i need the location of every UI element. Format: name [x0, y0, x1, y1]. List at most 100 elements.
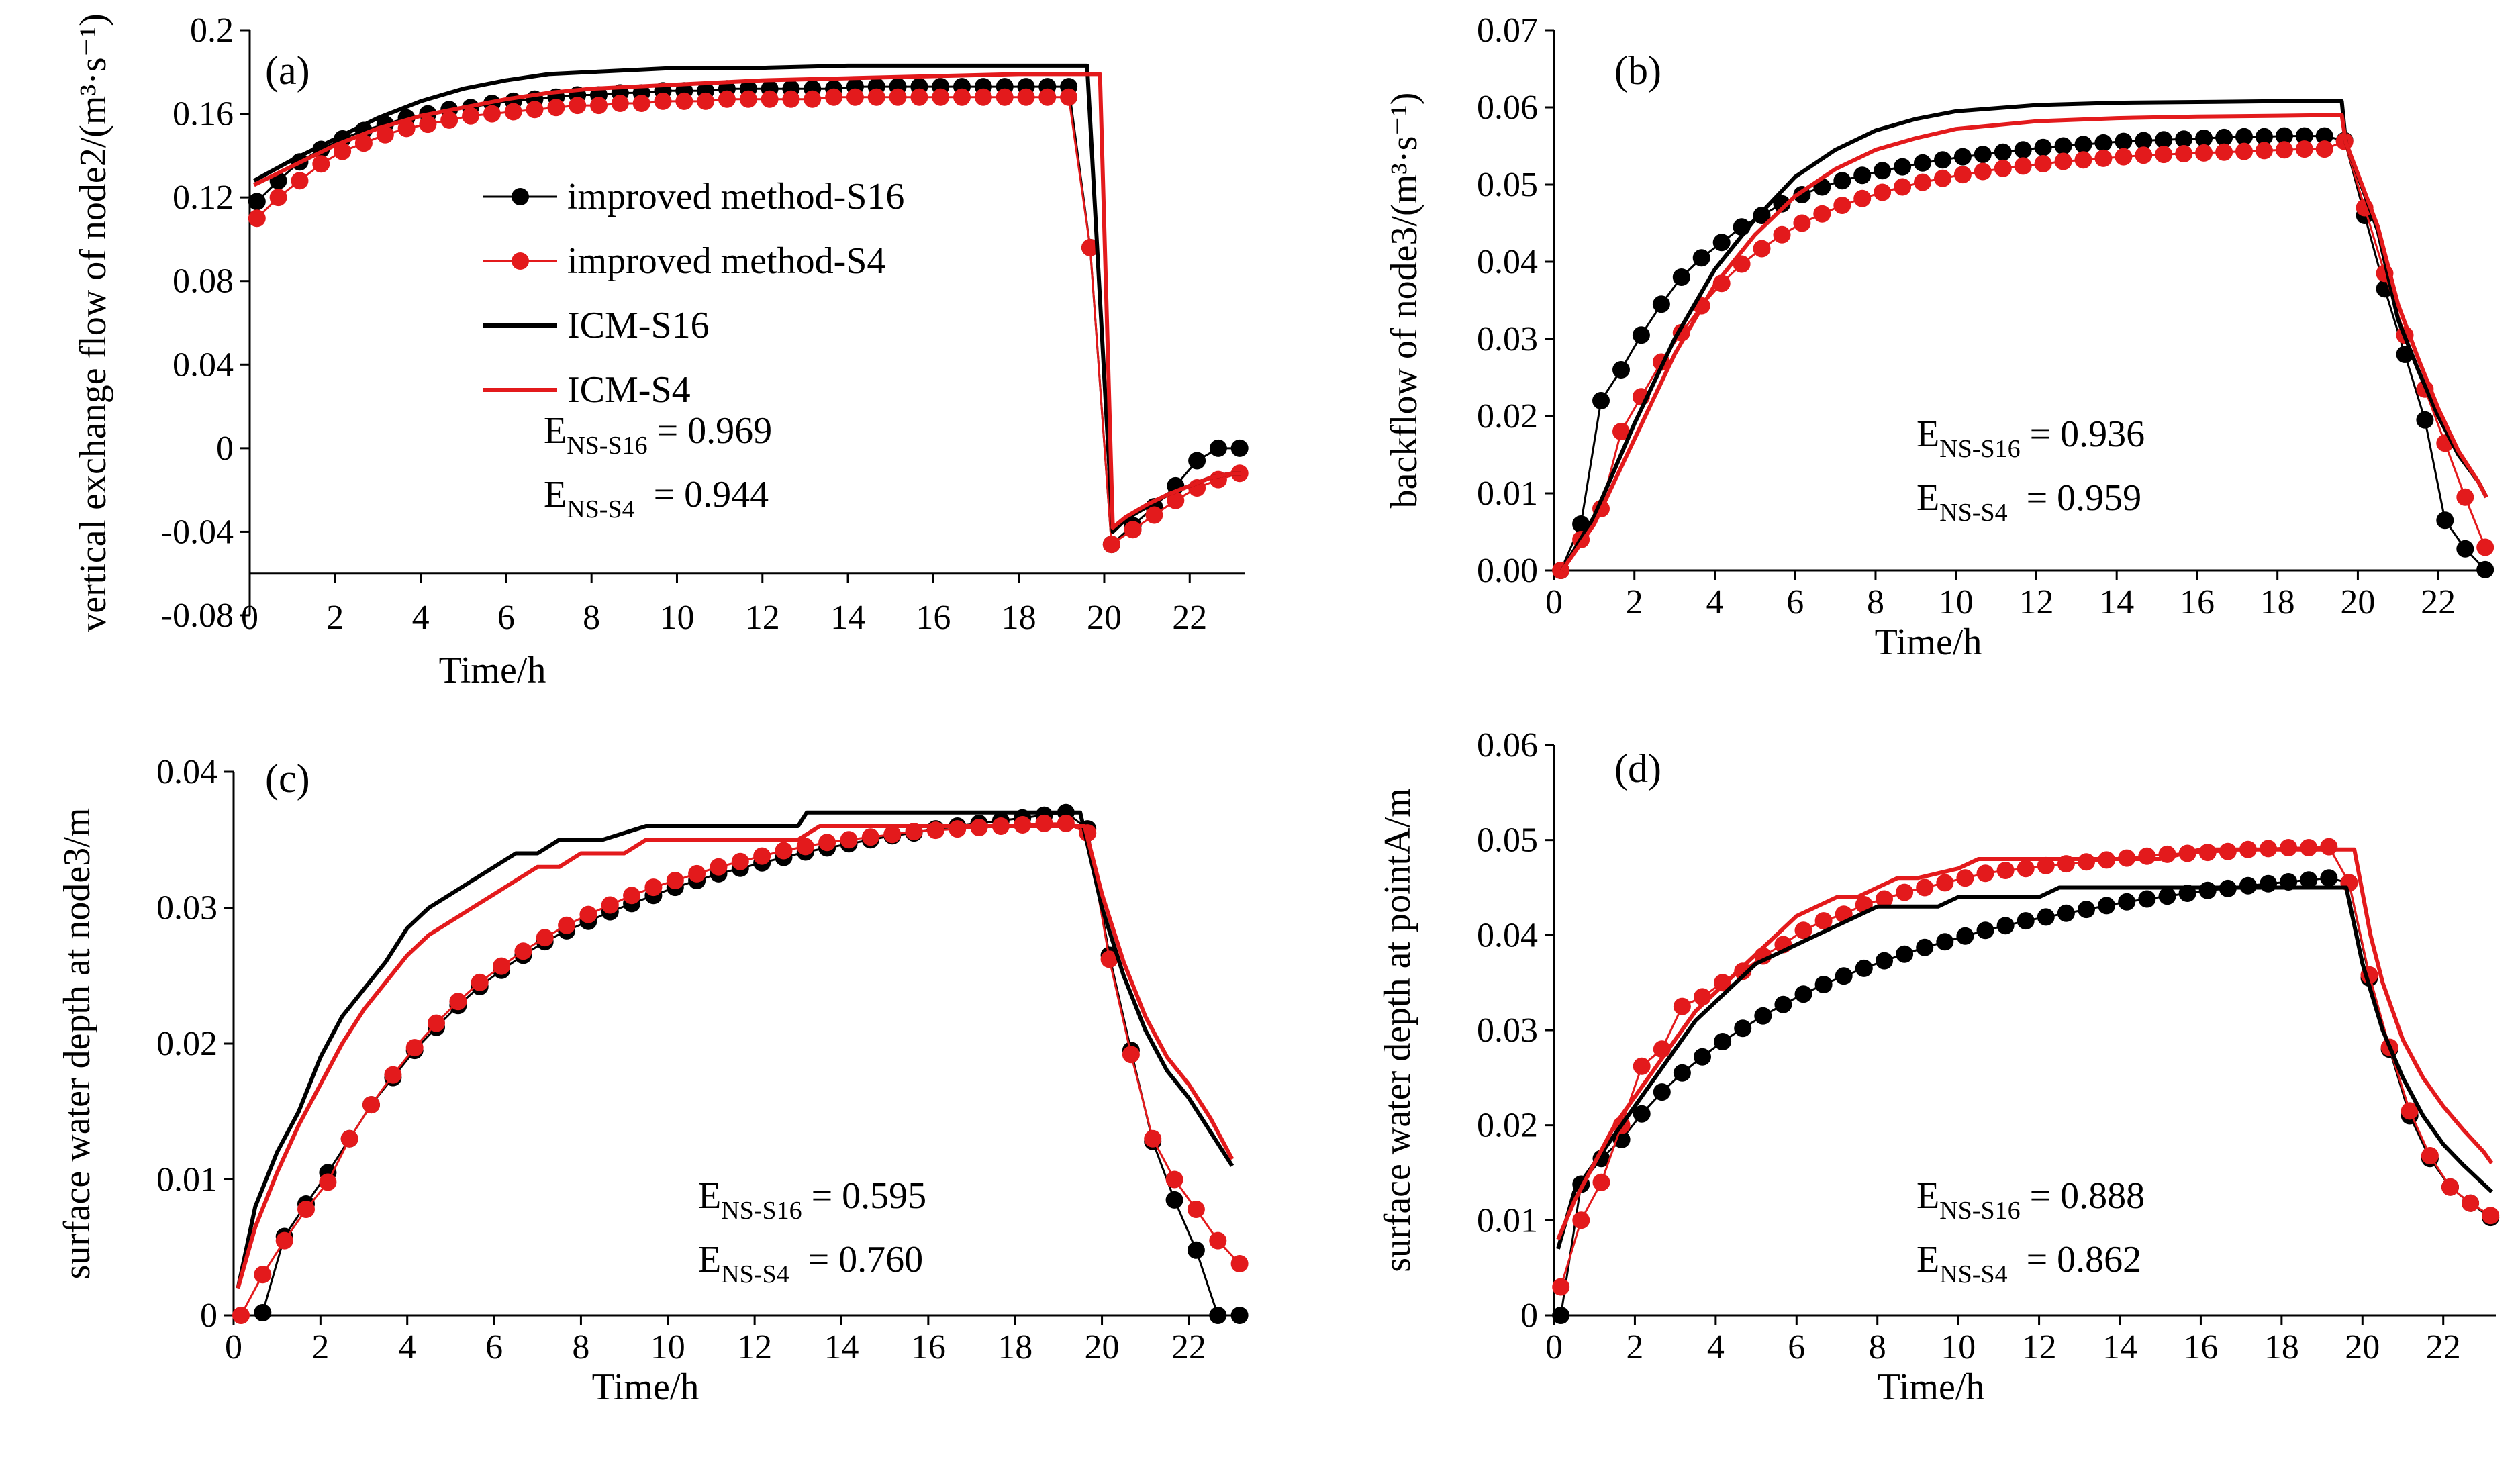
data-point	[1734, 1019, 1752, 1038]
x-tick-label: 12	[2019, 583, 2053, 621]
y-tick-label: 0.08	[173, 262, 234, 301]
y-tick-label: 0.2	[190, 11, 234, 50]
data-point	[547, 99, 565, 117]
y-tick-label: -0.08	[161, 597, 234, 635]
series-line-icm-s16	[236, 810, 1234, 1289]
x-tick-label: 18	[998, 1328, 1032, 1366]
data-point	[2320, 838, 2338, 856]
x-tick-label: 4	[412, 599, 430, 637]
data-point	[1612, 361, 1630, 379]
data-point	[2118, 893, 2136, 911]
data-point	[974, 88, 992, 106]
data-point	[471, 973, 489, 991]
data-point	[1794, 921, 1812, 940]
legend-marker	[512, 188, 529, 205]
data-point	[1572, 1211, 1590, 1229]
data-point	[2416, 411, 2434, 429]
data-point	[1814, 912, 1833, 930]
data-point	[2476, 560, 2494, 578]
data-point	[2017, 860, 2035, 878]
y-tick-label: 0.07	[1477, 11, 1538, 50]
nse-value: = 0.944	[635, 474, 769, 515]
data-point	[753, 847, 771, 865]
data-point	[1874, 183, 1892, 201]
data-point	[1230, 1307, 1249, 1324]
data-point	[2300, 871, 2318, 889]
data-point	[2074, 136, 2092, 154]
data-point	[2462, 1194, 2480, 1212]
data-point	[2014, 157, 2032, 175]
data-point	[1209, 439, 1227, 457]
x-tick-label: 14	[830, 599, 865, 637]
data-point	[462, 107, 480, 125]
data-point	[2235, 128, 2253, 146]
legend-label: ICM-S16	[567, 305, 710, 346]
data-point	[1230, 439, 1249, 457]
data-point	[2456, 540, 2474, 558]
data-point	[1552, 1307, 1570, 1324]
data-point	[1167, 491, 1185, 509]
data-point	[248, 193, 266, 211]
data-point	[2115, 132, 2133, 150]
x-tick-label: 20	[2340, 583, 2375, 621]
data-point	[731, 852, 749, 870]
x-tick-label: 22	[2426, 1328, 2461, 1366]
data-point	[2115, 148, 2133, 166]
x-tick-label: 4	[399, 1328, 416, 1366]
data-point	[405, 1039, 424, 1057]
data-point	[312, 155, 330, 173]
series-line-icm-s4	[1556, 847, 2494, 1240]
y-axis-title: backflow of node3/(m³·s⁻¹)	[1384, 93, 1425, 509]
data-point	[2138, 890, 2156, 908]
data-point	[1209, 1307, 1227, 1324]
nse-subscript: NS-S4	[721, 1260, 789, 1289]
data-point	[1712, 234, 1731, 252]
data-point	[2034, 155, 2052, 172]
x-tick-label: 16	[2183, 1328, 2218, 1366]
y-tick-label: 0.04	[156, 753, 217, 791]
data-point	[1833, 197, 1851, 214]
x-tick-label: 10	[1939, 583, 1974, 621]
x-tick-label: 8	[1869, 1328, 1886, 1366]
data-point	[1714, 1033, 1732, 1050]
data-point	[2320, 869, 2338, 887]
nse-annotation: ENS-S16 = 0.936	[1917, 413, 2145, 463]
data-point	[2155, 146, 2173, 164]
data-point	[1060, 88, 1078, 106]
nse-symbol: E	[1917, 477, 1939, 519]
y-tick-label: 0.01	[156, 1161, 217, 1199]
data-point	[397, 119, 416, 138]
data-point	[2037, 856, 2055, 874]
data-point	[428, 1014, 445, 1032]
data-point	[688, 864, 706, 883]
data-point	[1853, 189, 1872, 207]
data-point	[1916, 938, 1934, 956]
data-point	[1714, 974, 1732, 992]
data-point	[440, 111, 458, 129]
data-point	[1813, 205, 1831, 223]
y-axis-title: vertical exchange flow of node2/(m³·s⁻¹)	[72, 13, 114, 632]
data-point	[953, 88, 971, 106]
nse-symbol: E	[698, 1239, 721, 1280]
data-point	[2094, 149, 2113, 167]
data-point	[1017, 88, 1035, 106]
data-point	[1996, 862, 2015, 879]
data-point	[419, 115, 437, 134]
data-point	[1936, 933, 1954, 951]
series-line-icm-s4	[253, 72, 1241, 530]
nse-value: = 0.888	[2021, 1175, 2145, 1217]
x-tick-label: 10	[659, 599, 694, 637]
data-point	[319, 1173, 337, 1191]
data-point	[1188, 452, 1206, 470]
data-point	[2436, 511, 2454, 530]
data-point	[1653, 1083, 1671, 1101]
data-point	[526, 101, 544, 119]
data-point	[1934, 169, 1951, 187]
data-point	[579, 905, 597, 923]
x-tick-label: 8	[1867, 583, 1884, 621]
data-point	[340, 1129, 358, 1148]
series-line-icm-s4	[236, 824, 1234, 1289]
data-point	[1835, 967, 1853, 985]
data-point	[1754, 1007, 1772, 1025]
panel-c: 0 0.01 0.02 0.03 0.04 0 2 4 6 8 10 12 14 16 18 20 22 Time…	[56, 753, 1249, 1408]
